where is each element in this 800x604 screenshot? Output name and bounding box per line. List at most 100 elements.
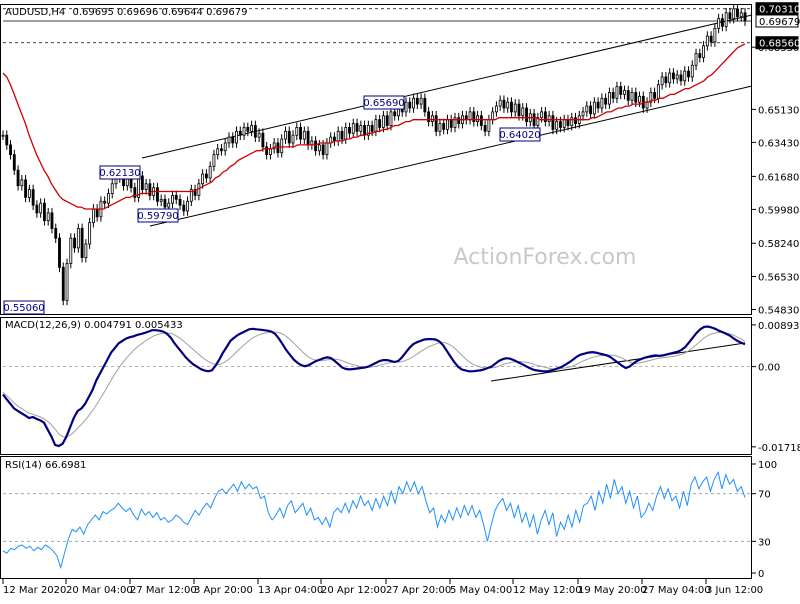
price-candle-body: [434, 115, 438, 132]
price-candle-body: [498, 99, 502, 107]
price-annotation-box: [3, 300, 45, 315]
price-candle-body: [216, 148, 220, 156]
price-annotation-box: [137, 208, 179, 223]
price-candle-body: [728, 12, 732, 20]
price-panel-title: AUDUSD,H4 0.69695 0.69696 0.69644 0.6967…: [5, 7, 247, 18]
price-candle-body: [351, 123, 355, 134]
price-candle-body: [600, 97, 604, 109]
time-axis-tick-label: 20 Apr 12:00: [321, 585, 386, 596]
price-candle-body: [321, 144, 325, 156]
price-candle-body: [419, 97, 423, 105]
price-candle-body: [20, 179, 24, 187]
price-candle-body: [581, 111, 585, 117]
price-candle-body: [43, 202, 46, 222]
price-annotation-box: [499, 127, 541, 142]
price-level-box-label: 0.68560: [759, 39, 800, 50]
price-candle-body: [159, 198, 163, 202]
price-level-box: [755, 14, 799, 28]
price-candle-body: [672, 72, 675, 80]
time-axis-tick-label: 13 Apr 04:00: [258, 585, 323, 596]
price-candle-body: [171, 195, 174, 204]
price-candle-body: [562, 119, 566, 128]
time-axis-tick-label: 12 May 12:00: [513, 585, 582, 596]
price-candle-body: [732, 8, 736, 20]
price-candle-body: [355, 123, 359, 132]
price-annotation-label: 0.59790: [137, 211, 178, 222]
price-candle-body: [133, 187, 137, 198]
price-candle-body: [231, 136, 235, 144]
rsi-axis-tick-label: 30: [758, 537, 771, 548]
price-candle-body: [592, 101, 596, 115]
price-candle-body: [148, 183, 152, 196]
price-candle-body: [65, 263, 69, 301]
price-candle-body: [623, 90, 626, 95]
price-candle-body: [596, 101, 600, 109]
price-annotation-label: 0.65690: [363, 98, 404, 109]
ohlc-label: 0.69695 0.69696 0.69644 0.69679: [72, 7, 247, 18]
price-candle-body: [284, 130, 287, 140]
macd-panel-title: MACD(12,26,9) 0.004791 0.005433: [5, 320, 183, 331]
price-candle-body: [687, 70, 690, 78]
price-candle-body: [336, 130, 340, 142]
price-candle-body: [9, 144, 12, 156]
price-candle-body: [574, 117, 577, 124]
price-level-box-label: 0.69679: [759, 17, 800, 28]
price-candle-body: [502, 99, 506, 109]
price-candle-body: [261, 132, 265, 148]
price-candle-body: [743, 12, 747, 22]
price-candle-body: [1, 134, 5, 137]
price-candle-body: [479, 115, 483, 126]
price-layer: 0.55060 0.62130 0.59790 0.65690 0.64020: [1, 4, 753, 315]
price-candle-body: [660, 76, 664, 86]
price-candle-body: [110, 183, 114, 194]
price-candle-body: [547, 115, 551, 123]
price-candle-body: [551, 115, 555, 130]
price-candle-body: [370, 125, 374, 132]
price-candle-body: [698, 53, 702, 58]
price-candle-body: [366, 125, 370, 136]
price-annotation-label: 0.64020: [499, 130, 540, 141]
price-candle-body: [442, 123, 446, 130]
price-candle-body: [611, 92, 615, 99]
price-candle-body: [58, 237, 61, 268]
price-candle-body: [664, 76, 668, 84]
price-annotation-label: 0.62130: [99, 168, 140, 179]
price-candle-body: [525, 107, 528, 123]
price-candle-body: [69, 237, 73, 264]
price-candle-body: [186, 200, 189, 212]
price-candle-body: [585, 105, 589, 113]
price-candle-body: [604, 97, 608, 105]
price-candle-body: [389, 111, 393, 126]
price-candle-body: [306, 130, 310, 146]
price-candle-body: [257, 132, 261, 138]
price-candle-body: [299, 127, 302, 140]
rsi-panel-frame: [0, 456, 752, 579]
price-candle-body: [27, 189, 31, 198]
price-candle-body: [374, 119, 378, 132]
price-candle-body: [487, 119, 491, 132]
price-candle-body: [607, 92, 611, 105]
price-candle-body: [344, 127, 348, 140]
price-candle-body: [649, 92, 653, 103]
price-candle-body: [84, 243, 88, 258]
price-candle-body: [536, 117, 540, 126]
macd-panel-frame: [0, 317, 752, 455]
price-candle-body: [280, 138, 284, 154]
price-candle-body: [702, 45, 705, 58]
price-level-box-label: 0.70310: [759, 5, 800, 16]
price-candle-body: [91, 208, 95, 224]
price-candle-body: [491, 111, 495, 121]
price-candle-body: [359, 125, 363, 132]
price-candle-body: [521, 107, 525, 117]
price-candle-body: [155, 187, 159, 202]
rsi-line: [2, 470, 746, 570]
price-axis-tick-label: 0.56530: [758, 272, 799, 283]
price-candle-body: [46, 212, 50, 222]
price-candle-body: [189, 189, 193, 202]
price-candle-body: [449, 119, 453, 128]
price-candle-body: [476, 115, 480, 123]
price-candle-body: [5, 134, 9, 146]
time-axis-tick-label: 5 May 04:00: [450, 585, 512, 596]
price-candle-body: [363, 125, 367, 136]
